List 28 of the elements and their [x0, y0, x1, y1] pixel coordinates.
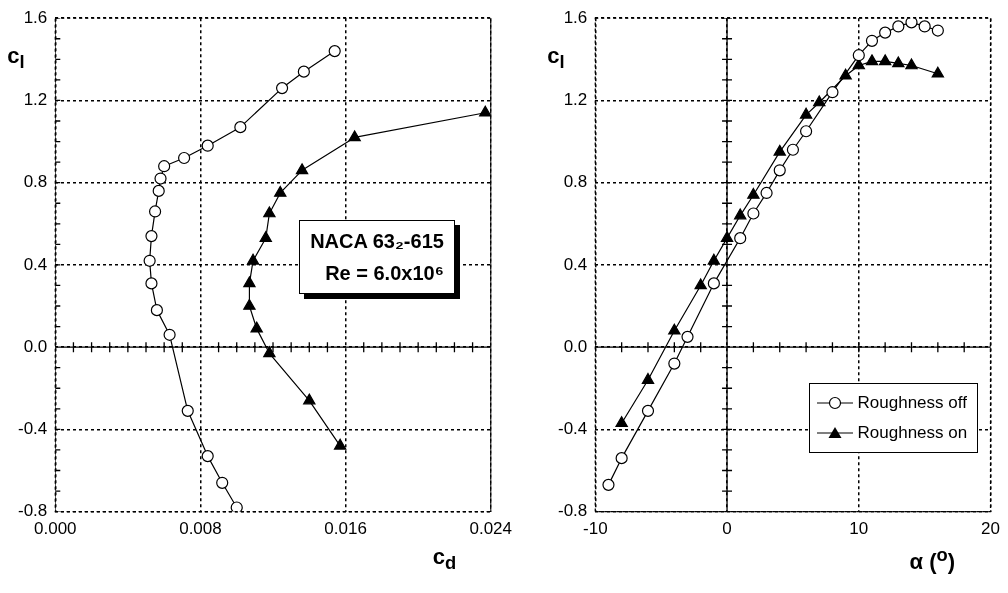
- y-axis-title: c$_{l}$: [7, 43, 25, 74]
- y-tick-label: 0.8: [23, 172, 48, 192]
- y-axis-title: c$_{l}$: [547, 43, 565, 74]
- y-tick-label: 1.6: [23, 7, 48, 27]
- annotation: Re = 6.0x10⁶: [324, 261, 444, 287]
- y-tick-label: 0.4: [563, 254, 588, 274]
- x-tick-label: 20: [981, 519, 1001, 539]
- y-tick-label: -0.4: [18, 419, 48, 439]
- y-tick-label: 0.0: [563, 336, 588, 356]
- x-axis-title: α ($^{o}$): [909, 543, 956, 575]
- y-tick-label: 0.4: [23, 254, 48, 274]
- y-tick-label: 1.2: [23, 90, 48, 110]
- x-tick-label: 0.016: [324, 519, 367, 539]
- y-tick-label: 1.6: [563, 7, 588, 27]
- annotation: NACA 63₂-615: [310, 229, 444, 255]
- y-tick-label: -0.4: [558, 419, 588, 439]
- y-tick-label: 0.8: [563, 172, 588, 192]
- x-tick-label: 0.000: [34, 519, 77, 539]
- y-tick-label: 0.0: [23, 336, 48, 356]
- y-tick-label: 1.2: [563, 90, 588, 110]
- x-tick-label: 0.024: [469, 519, 512, 539]
- x-tick-label: 10: [849, 519, 869, 539]
- x-tick-label: -10: [583, 519, 608, 539]
- y-tick-label: -0.8: [558, 501, 588, 521]
- x-tick-label: 0.008: [179, 519, 222, 539]
- x-tick-label: 0: [722, 519, 732, 539]
- x-axis-title: c$_{d}$: [432, 543, 457, 574]
- y-tick-label: -0.8: [18, 501, 48, 521]
